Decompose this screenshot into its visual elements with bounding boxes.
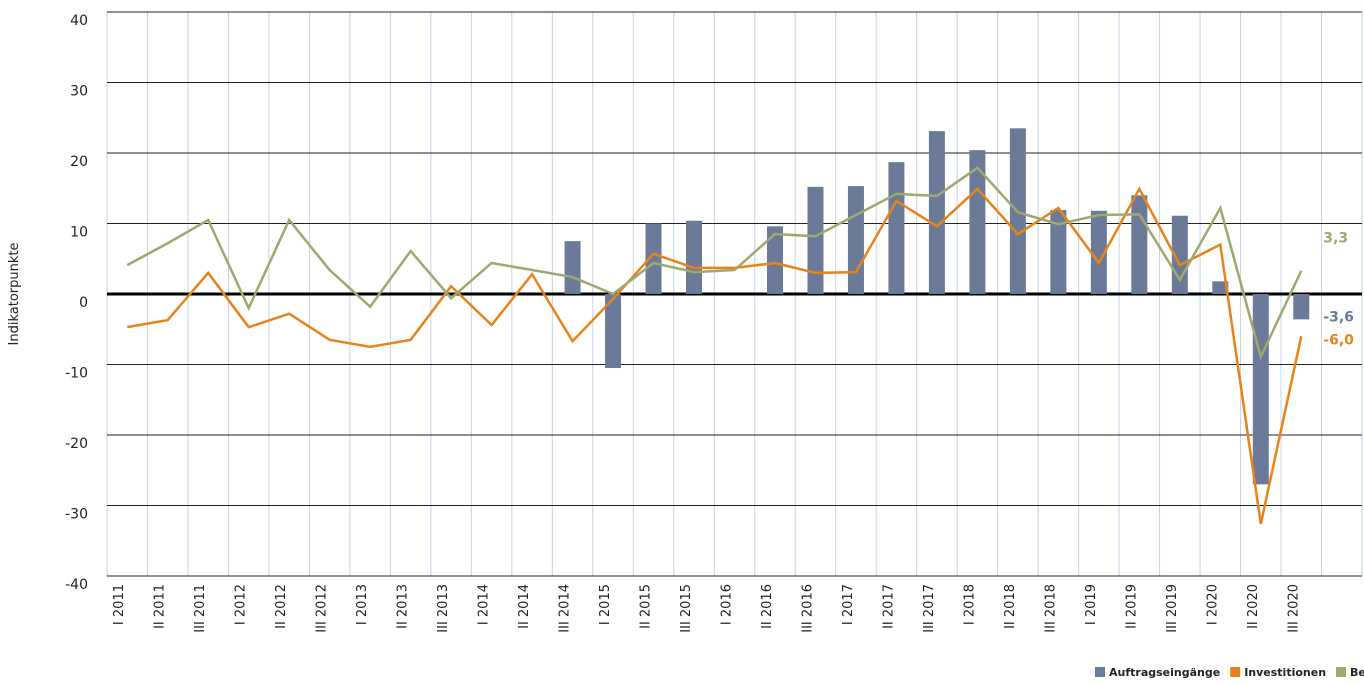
x-tick-label: II 2019 [1124,584,1139,629]
x-tick-label: III 2016 [800,584,815,633]
x-tick-label: II 2017 [881,584,896,629]
bar [969,150,986,294]
legend-swatch [1336,667,1347,677]
bar [605,294,622,369]
bar [1212,281,1229,294]
bar [928,131,945,294]
bar [847,186,864,294]
x-tick-label: III 2017 [922,584,937,633]
x-tick-label: III 2015 [679,584,694,633]
y-tick-label: 40 [70,13,88,29]
x-tick-label: III 2012 [315,584,330,633]
y-tick-label: 0 [79,295,88,311]
x-tick-label: III 2018 [1043,584,1058,633]
x-tick-label: I 2013 [355,584,370,625]
legend-label: Beschäftigung [1350,666,1364,679]
y-tick-label: -40 [65,577,88,593]
bar [888,162,905,294]
y-tick-label: -20 [65,436,88,452]
bar [645,223,662,294]
y-tick-label: -10 [65,366,88,382]
y-tick-label: -30 [65,507,88,523]
line [127,186,1303,525]
y-tick-label: 20 [70,154,88,170]
x-tick-label: II 2016 [760,584,775,629]
x-tick-label: II 2011 [153,584,168,629]
x-tick-label: I 2016 [720,584,735,625]
x-tick-label: II 2013 [396,584,411,629]
x-tick-label: II 2014 [517,584,532,629]
x-tick-label: II 2018 [1003,584,1018,629]
legend-label: Investitionen [1244,666,1326,679]
bar [1293,294,1310,320]
x-tick-label: III 2011 [193,584,208,633]
y-tick-label: 30 [70,84,88,100]
x-tick-label: I 2020 [1205,584,1220,625]
bar [1131,195,1148,294]
line [126,166,1303,361]
x-tick-label: II 2020 [1246,584,1261,629]
bar [564,241,581,294]
x-tick-label: II 2015 [639,584,654,629]
x-tick-label: III 2013 [436,584,451,633]
x-tick-label: III 2014 [558,584,573,633]
x-tick-label: I 2019 [1084,584,1099,625]
x-tick-label: I 2012 [234,584,249,625]
x-tick-label: I 2014 [477,584,492,625]
bar [1252,294,1269,485]
bar [766,226,783,294]
x-tick-label: I 2015 [598,584,613,625]
y-tick-label: 10 [70,225,88,241]
bar [807,186,824,294]
x-tick-label: I 2017 [841,584,856,625]
data-label: 3,3 [1323,231,1348,247]
legend-swatch [1095,667,1105,677]
bar [1050,210,1067,294]
legend-swatch [1230,667,1241,677]
data-label: -6,0 [1323,332,1354,348]
data-label: -3,6 [1323,309,1354,325]
bar [686,220,703,294]
x-tick-label: II 2012 [274,584,289,629]
x-tick-label: I 2011 [112,584,127,625]
x-tick-label: I 2018 [962,584,977,625]
y-axis-title: Indikatorpunkte [7,243,22,346]
legend-label: Auftragseingänge [1109,666,1220,679]
bar [1090,210,1107,294]
x-tick-label: III 2019 [1165,584,1180,633]
x-tick-label: III 2020 [1286,584,1301,633]
